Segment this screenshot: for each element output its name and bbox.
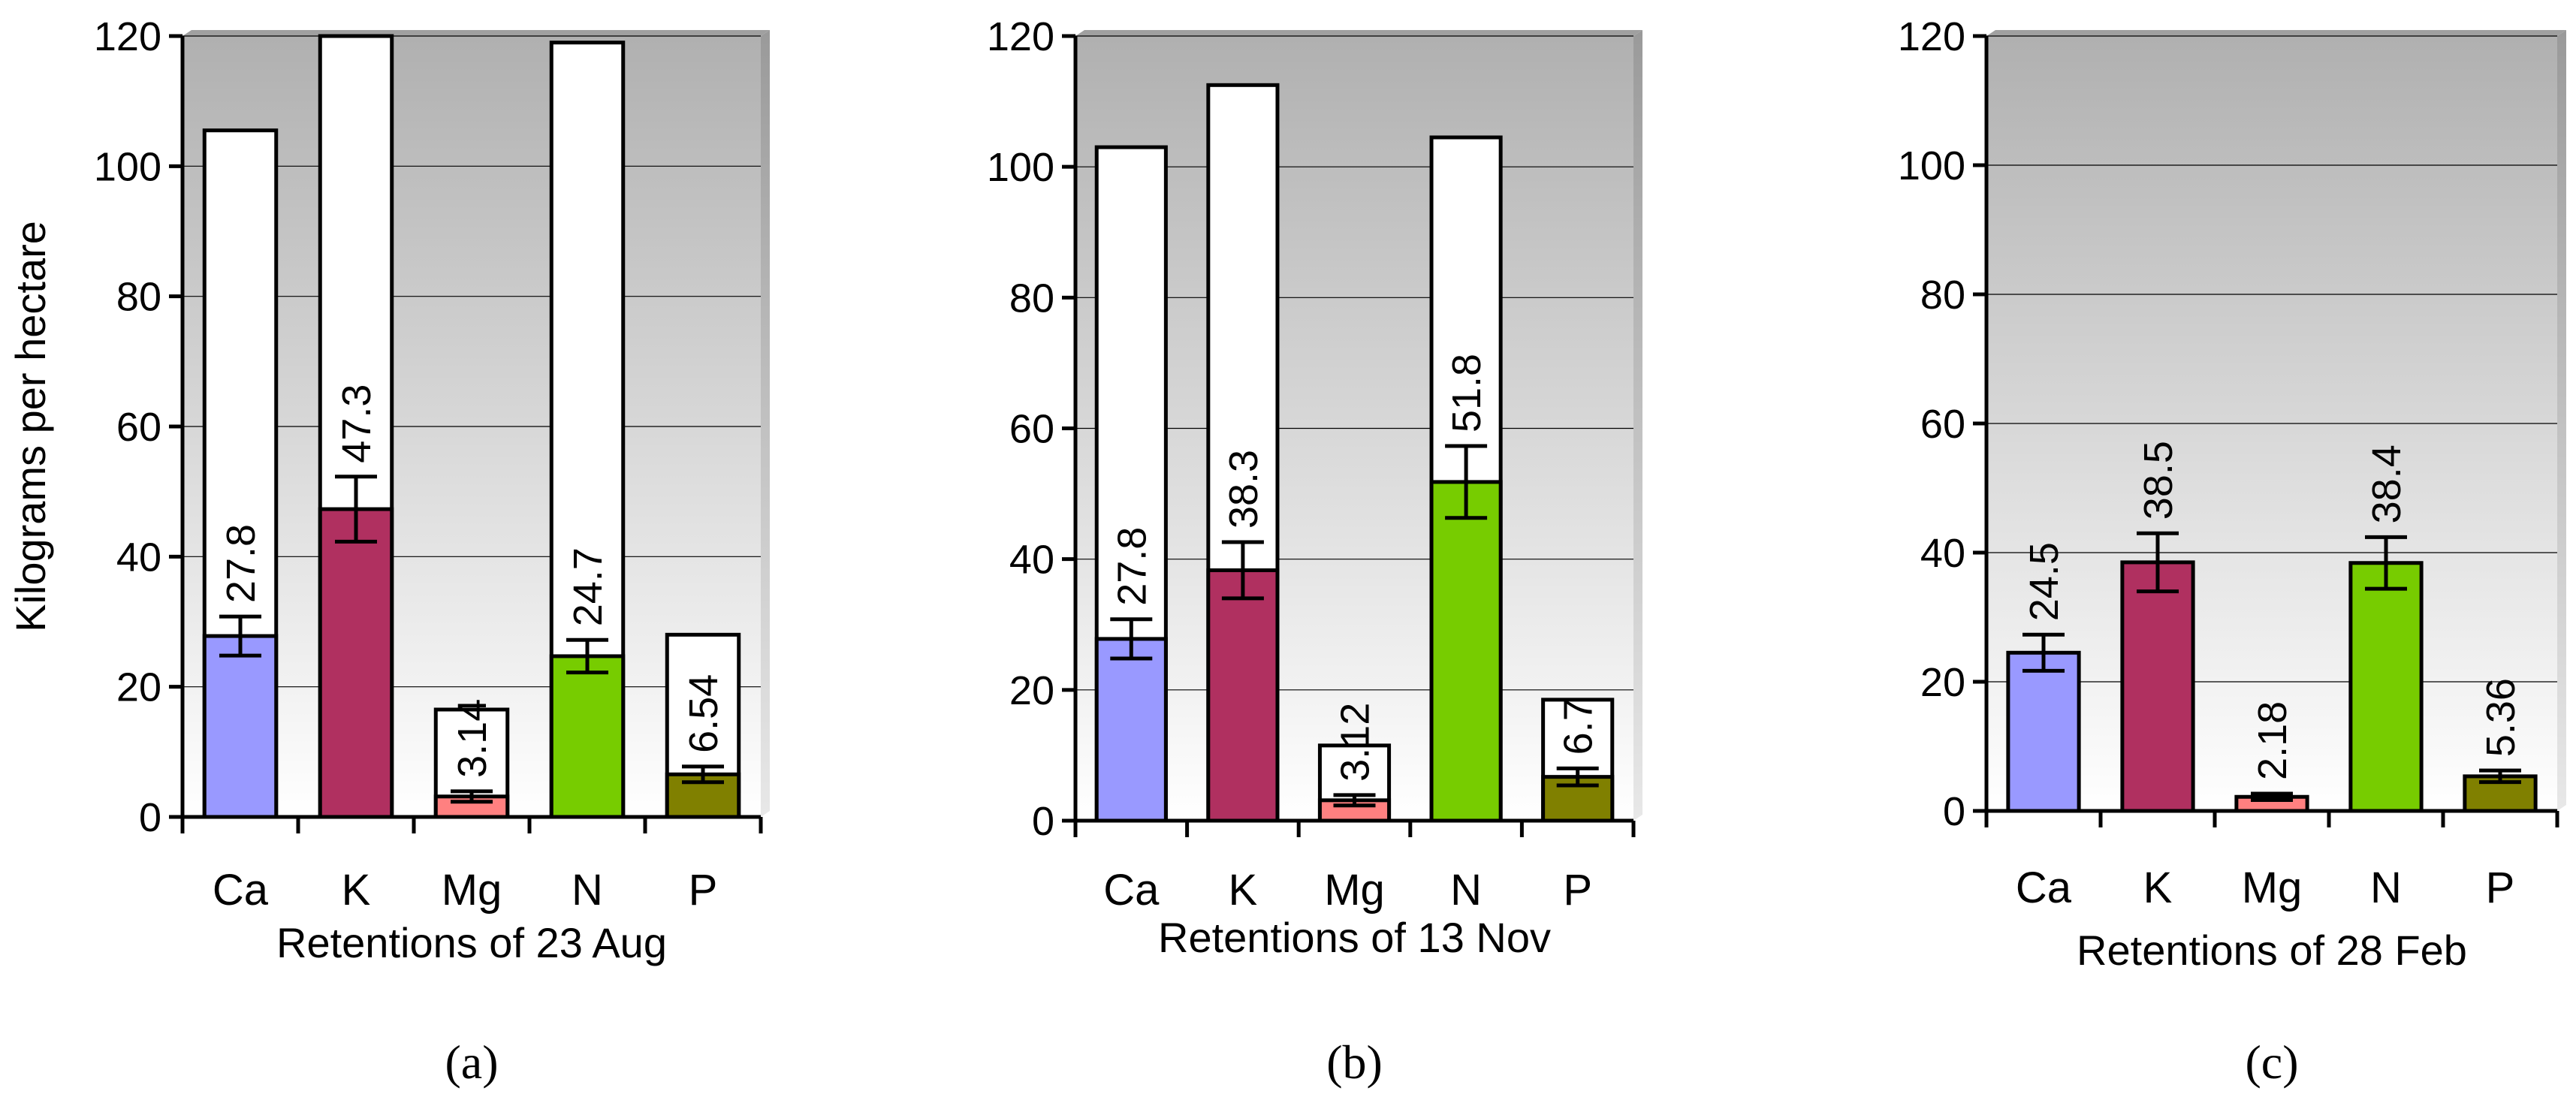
y-tick-label: 60 — [116, 405, 161, 450]
category-label-n: N — [2370, 863, 2402, 912]
bar-retention-n — [1429, 480, 1503, 823]
data-label-n: 51.8 — [1444, 354, 1489, 432]
panel-caption-a: (a) — [445, 1035, 498, 1089]
x-axis-title: Retentions of 28 Feb — [2077, 927, 2467, 974]
category-label-ca: Ca — [213, 866, 269, 915]
bar-retention-n — [549, 654, 626, 819]
plot-top-wall — [1986, 30, 2566, 36]
y-tick-label: 120 — [94, 14, 161, 59]
panel-b: 0 20 40 60 80 100 120 27.8 Ca 38.3 K 3.12 Mg 51.8 N 6.7… — [987, 14, 1642, 1089]
data-label-n: 38.4 — [2364, 445, 2409, 523]
x-axis-title: Retentions of 23 Aug — [276, 919, 667, 966]
category-label-k: K — [2143, 863, 2173, 912]
x-axis-title: Retentions of 13 Nov — [1158, 914, 1551, 961]
panel-caption-b: (b) — [1326, 1035, 1383, 1089]
bar-retention-ca — [2006, 650, 2081, 813]
plot-side-wall — [2557, 30, 2566, 811]
bar-retention-ca — [1094, 637, 1168, 823]
bar-retention-n — [2348, 561, 2424, 813]
category-label-mg: Mg — [2242, 863, 2303, 912]
bar-retention-k — [2120, 560, 2195, 813]
plot-top-wall — [182, 30, 770, 36]
category-label-n: N — [572, 866, 603, 915]
category-label-k: K — [342, 866, 371, 915]
y-tick-label: 120 — [987, 14, 1054, 59]
plot-side-wall — [1633, 30, 1642, 821]
y-tick-label: 120 — [1898, 14, 1965, 59]
category-label-p: P — [2486, 863, 2515, 912]
y-tick-label: 0 — [139, 795, 161, 840]
y-tick-label: 40 — [116, 535, 161, 580]
panel-a: 0 20 40 60 80 100 120 27.8 Ca 47.3 K 3.14 Mg 24.7 N 6.5… — [94, 14, 770, 1089]
y-tick-label: 20 — [116, 665, 161, 710]
y-tick-label: 100 — [987, 145, 1054, 190]
panel-caption-c: (c) — [2245, 1035, 2298, 1089]
data-label-p: 6.7 — [1556, 698, 1601, 755]
data-label-n: 24.7 — [566, 547, 611, 626]
y-tick-label: 20 — [1009, 668, 1054, 713]
bar-retention-ca — [202, 634, 279, 819]
category-label-n: N — [1450, 866, 1482, 915]
data-label-mg: 2.18 — [2250, 701, 2295, 780]
y-axis-title: Kilograms per hectare — [7, 221, 54, 632]
y-tick-label: 0 — [1943, 789, 1965, 834]
data-label-mg: 3.12 — [1333, 703, 1378, 782]
category-label-ca: Ca — [1103, 866, 1160, 915]
y-tick-label: 40 — [1920, 531, 1965, 576]
y-tick-label: 0 — [1032, 799, 1054, 844]
y-tick-label: 40 — [1009, 538, 1054, 583]
y-tick-label: 80 — [1920, 273, 1965, 318]
plot-top-wall — [1075, 30, 1642, 36]
data-label-ca: 27.8 — [219, 524, 264, 603]
category-label-mg: Mg — [442, 866, 502, 915]
category-label-mg: Mg — [1324, 866, 1385, 915]
y-tick-label: 60 — [1920, 402, 1965, 447]
bar-retention-k — [318, 507, 394, 819]
category-label-ca: Ca — [2016, 863, 2072, 912]
category-label-p: P — [689, 866, 718, 915]
data-label-ca: 27.8 — [1109, 527, 1154, 606]
category-label-p: P — [1563, 866, 1592, 915]
data-label-p: 6.54 — [681, 674, 726, 753]
plot-side-wall — [761, 30, 770, 817]
y-tick-label: 80 — [1009, 276, 1054, 321]
y-tick-label: 80 — [116, 275, 161, 320]
data-label-p: 5.36 — [2478, 678, 2523, 757]
data-label-ca: 24.5 — [2022, 542, 2067, 621]
data-label-k: 38.5 — [2136, 441, 2181, 520]
category-label-k: K — [1229, 866, 1258, 915]
data-label-k: 47.3 — [334, 384, 379, 463]
y-tick-label: 100 — [94, 144, 161, 189]
data-label-mg: 3.14 — [450, 699, 495, 778]
y-tick-label: 100 — [1898, 143, 1965, 188]
y-tick-label: 20 — [1920, 660, 1965, 705]
data-label-k: 38.3 — [1221, 450, 1266, 529]
y-tick-label: 60 — [1009, 407, 1054, 452]
bar-retention-k — [1206, 568, 1280, 823]
panel-c: 0 20 40 60 80 100 120 24.5 Ca 38.5 K 2.18 Mg 38.4 N 5.3… — [1898, 14, 2566, 1089]
